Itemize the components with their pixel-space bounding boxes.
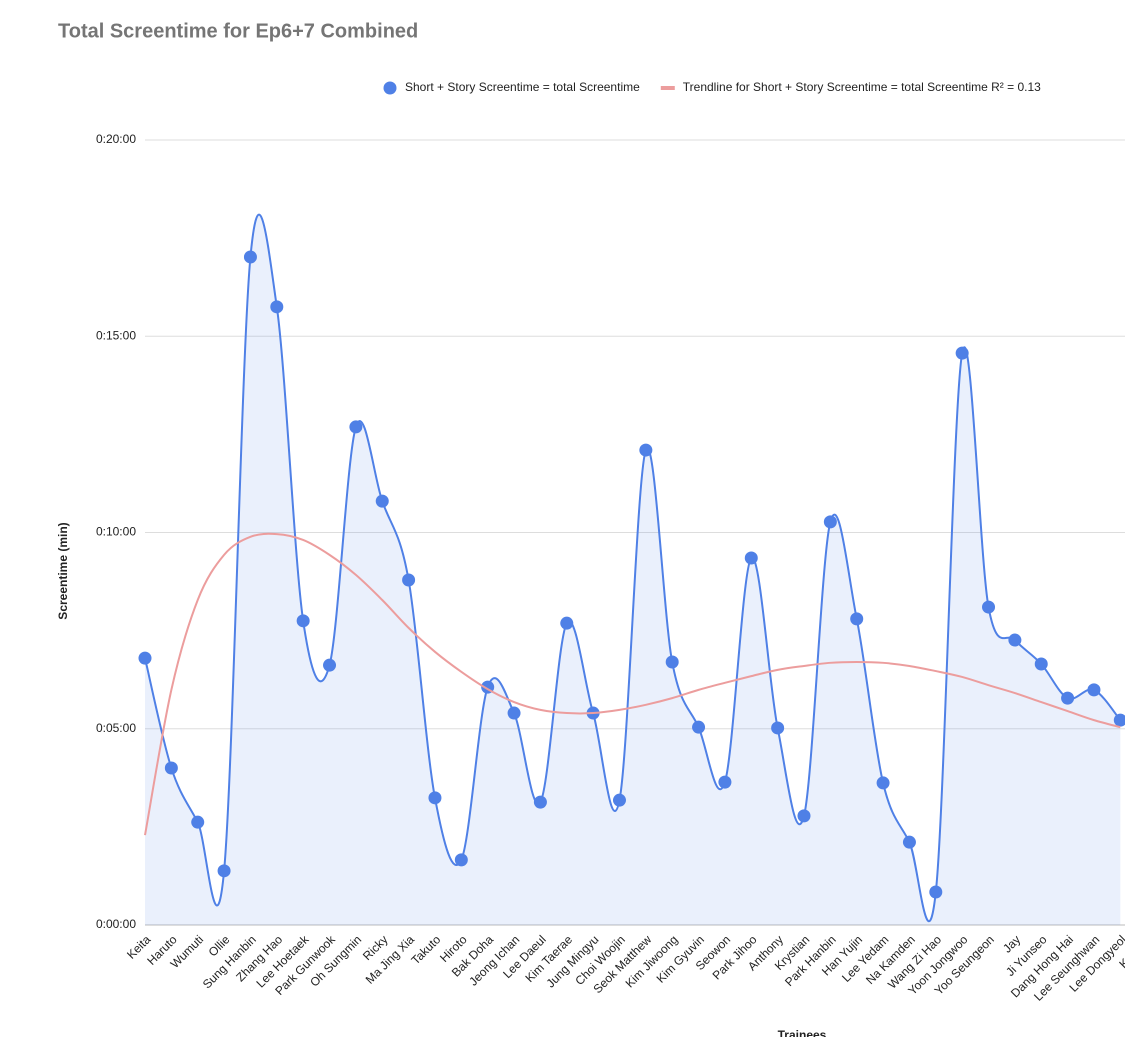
point <box>902 835 916 849</box>
point <box>191 815 205 829</box>
point <box>665 655 679 669</box>
point <box>612 793 626 807</box>
point <box>797 809 811 823</box>
point <box>982 600 996 614</box>
y-tick-label: 0:20:00 <box>96 132 136 146</box>
y-tick-label: 0:00:00 <box>96 917 136 931</box>
x-axis-label: Trainees <box>778 1028 827 1037</box>
legend-swatch <box>383 81 397 95</box>
point <box>1113 713 1125 727</box>
point <box>692 720 706 734</box>
chart-title: Total Screentime for Ep6+7 Combined <box>58 20 418 42</box>
point <box>217 864 231 878</box>
point <box>1061 691 1075 705</box>
point <box>876 776 890 790</box>
point <box>428 791 442 805</box>
point <box>323 658 337 672</box>
point <box>850 612 864 626</box>
legend-label: Short + Story Screentime = total Screent… <box>405 80 640 94</box>
point <box>270 300 284 314</box>
point <box>929 885 943 899</box>
point <box>243 250 257 264</box>
grid <box>145 139 1125 926</box>
plot <box>138 213 1125 926</box>
point <box>771 721 785 735</box>
point <box>955 346 969 360</box>
y-axis-label: Screentime (min) <box>56 522 70 619</box>
point <box>1008 633 1022 647</box>
point <box>349 420 363 434</box>
point <box>164 761 178 775</box>
y-tick-label: 0:10:00 <box>96 525 136 539</box>
point <box>744 551 758 565</box>
legend-label: Trendline for Short + Story Screentime =… <box>683 80 1041 94</box>
y-tick-label: 0:05:00 <box>96 721 136 735</box>
point <box>718 775 732 789</box>
x-tick-label: Takuto <box>408 932 443 967</box>
point <box>823 515 837 529</box>
y-tick-label: 0:15:00 <box>96 328 136 342</box>
point <box>560 616 574 630</box>
point <box>402 573 416 587</box>
point <box>507 706 521 720</box>
point <box>1034 657 1048 671</box>
point <box>454 853 468 867</box>
trendline <box>144 532 1121 836</box>
line <box>144 213 1122 923</box>
point <box>296 614 310 628</box>
area <box>145 214 1121 926</box>
point <box>639 443 653 457</box>
point <box>533 795 547 809</box>
point <box>1087 683 1101 697</box>
point <box>138 651 152 665</box>
point <box>375 494 389 508</box>
